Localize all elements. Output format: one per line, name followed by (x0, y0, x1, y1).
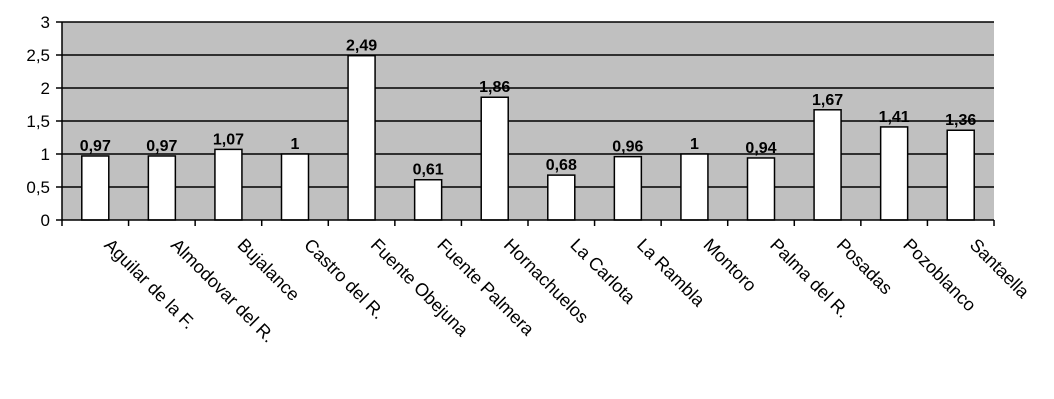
x-tick-label: Santaella (966, 235, 1034, 303)
x-tick-label: La Rambla (633, 235, 709, 311)
x-tick-label: Posadas (833, 235, 897, 299)
bar (946, 129, 975, 221)
x-axis-ticks: Aguilar de la F.Almodovar del R.Bujalanc… (61, 220, 1034, 346)
y-tick-label: 1 (41, 145, 50, 164)
bar (813, 109, 842, 221)
bar (147, 155, 177, 221)
bar (547, 174, 576, 221)
y-tick-label: 1,5 (26, 112, 50, 131)
data-label: 1 (291, 136, 300, 153)
x-tick-label: Montoro (700, 235, 761, 296)
data-label: 0,94 (745, 140, 776, 157)
data-label: 1,86 (479, 79, 510, 96)
data-label: 1,67 (812, 92, 843, 109)
y-tick-label: 3 (41, 13, 50, 32)
y-tick-label: 2,5 (26, 46, 50, 65)
bar (613, 155, 643, 221)
bar (81, 155, 110, 221)
bar (680, 153, 709, 221)
bar (214, 148, 243, 221)
data-label: 1 (690, 136, 699, 153)
data-label: 0,61 (413, 162, 444, 179)
bar (280, 153, 310, 221)
bar (347, 54, 376, 221)
data-label: 0,97 (80, 138, 111, 155)
data-label: 0,68 (546, 157, 577, 174)
bar (879, 126, 909, 221)
data-label: 0,97 (146, 138, 177, 155)
data-label: 1,36 (945, 112, 976, 129)
y-tick-label: 2 (41, 79, 50, 98)
bars (81, 54, 975, 221)
bar (480, 96, 509, 221)
bar (413, 178, 443, 221)
y-axis-ticks: 0 0,5 1 1,5 2 2,5 3 (26, 13, 62, 230)
data-label: 2,49 (346, 38, 377, 55)
y-tick-label: 0 (41, 211, 50, 230)
bar (746, 157, 776, 221)
data-labels: 0,97 0,97 1,07 1 2,49 0,61 1,86 0,68 0,96 1 0,94 1,… (80, 38, 977, 179)
x-tick-label: Bujalance (234, 235, 304, 305)
data-label: 1,41 (879, 109, 910, 126)
data-label: 1,07 (213, 131, 244, 148)
data-label: 0,96 (612, 139, 643, 156)
y-tick-label: 0,5 (26, 178, 50, 197)
